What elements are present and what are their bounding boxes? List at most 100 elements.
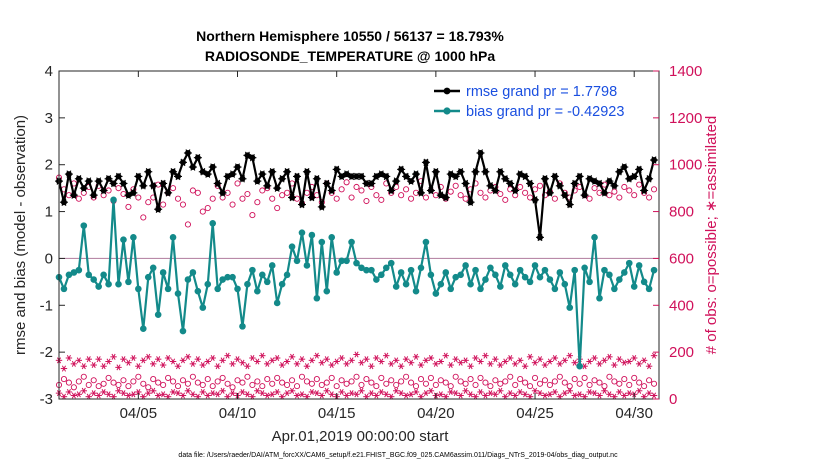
possible-obs-point [348, 194, 355, 201]
assimilated-obs-point [423, 357, 428, 364]
possible-obs-point [636, 379, 643, 386]
bias-point [95, 283, 102, 290]
possible-obs-point [517, 183, 524, 191]
rmse-point-star [130, 189, 136, 197]
x-tick-label: 04/25 [516, 405, 554, 422]
possible-obs-point [477, 189, 484, 196]
assimilated-obs-point [161, 362, 166, 369]
rmse-point-star [210, 163, 216, 171]
assimilated-obs-point [171, 388, 176, 395]
possible-obs-point [591, 377, 598, 384]
rmse-point-star [259, 170, 265, 178]
rmse-point-star [244, 151, 250, 160]
bias-point [130, 234, 137, 241]
assimilated-obs-point [617, 356, 622, 363]
possible-obs-point [616, 194, 623, 201]
assimilated-obs-point [423, 390, 428, 397]
possible-obs-point [517, 376, 524, 383]
assimilated-obs-point [61, 365, 66, 372]
assimilated-obs-point [379, 388, 384, 395]
assimilated-obs-point [131, 391, 136, 398]
rmse-point-star [289, 193, 295, 202]
bias-point [576, 362, 583, 370]
assimilated-obs-point [518, 388, 523, 395]
assimilated-obs-point [448, 388, 453, 395]
bias-point [402, 280, 410, 288]
possible-obs-point [274, 374, 281, 381]
bias-point [368, 266, 375, 274]
rmse-point-star [279, 175, 285, 183]
possible-obs-point [482, 379, 489, 386]
rmse-point-star [96, 177, 102, 185]
possible-obs-point [487, 383, 494, 390]
possible-obs-point [442, 379, 449, 386]
assimilated-obs-point [275, 354, 280, 362]
assimilated-obs-point [537, 390, 543, 397]
assimilated-obs-point [523, 391, 528, 398]
rmse-point-star [106, 175, 112, 183]
possible-obs-point [472, 381, 479, 388]
possible-obs-point [452, 373, 459, 380]
possible-obs-point [408, 195, 415, 202]
assimilated-obs-point [314, 352, 319, 359]
bias-point [164, 285, 172, 293]
x-tick-label: 04/10 [219, 405, 257, 422]
possible-obs-point [541, 192, 549, 199]
assimilated-obs-point [642, 357, 647, 364]
possible-obs-point [601, 383, 608, 390]
bias-point [511, 280, 519, 288]
possible-obs-point [145, 199, 152, 206]
rmse-point-star [230, 170, 236, 178]
possible-obs-point [462, 195, 469, 202]
rmse-point-star [378, 170, 384, 178]
possible-obs-point [239, 195, 246, 202]
rmse-point-star [418, 189, 424, 197]
assimilated-obs-point [453, 390, 458, 397]
assimilated-obs-point [245, 363, 250, 370]
assimilated-obs-point [602, 357, 607, 364]
bias-point [501, 262, 509, 269]
assimilated-obs-point [622, 392, 627, 399]
rmse-point-star [145, 168, 151, 176]
bias-point [239, 323, 246, 330]
assimilated-obs-point [96, 392, 101, 399]
rmse-point-star [597, 179, 602, 188]
possible-obs-point [551, 378, 558, 385]
assimilated-obs-point [339, 388, 344, 395]
assimilated-obs-point [91, 390, 96, 397]
rmse-point-star [294, 172, 300, 181]
bias-point [551, 285, 559, 293]
possible-obs-point [110, 379, 117, 386]
assimilated-obs-point [299, 356, 305, 363]
possible-obs-point [95, 383, 102, 390]
possible-obs-point [189, 373, 196, 380]
assimilated-obs-point [235, 356, 240, 363]
assimilated-obs-point [185, 353, 190, 360]
possible-obs-point [457, 378, 464, 385]
rmse-point-star [606, 177, 612, 185]
y2-tick-label: 600 [669, 250, 694, 267]
assimilated-obs-point [533, 387, 538, 394]
rmse-point-star [522, 172, 528, 181]
possible-obs-point [631, 192, 638, 199]
assimilated-obs-point [409, 359, 414, 366]
possible-obs-point [70, 384, 77, 391]
bias-point [70, 269, 78, 276]
assimilated-obs-point [533, 359, 538, 366]
rmse-point-star [428, 186, 434, 195]
possible-obs-point [492, 377, 499, 384]
rmse-point-star [413, 170, 419, 178]
y2-axis-label: # of obs: o=possible; ∗=assimilated [703, 116, 720, 355]
rmse-point-star [239, 175, 245, 183]
possible-obs-point [244, 190, 251, 198]
assimilated-obs-point [285, 390, 290, 397]
rmse-point-star [61, 198, 67, 206]
bias-point [616, 276, 623, 283]
possible-obs-point [194, 189, 201, 196]
possible-obs-point [353, 373, 360, 380]
possible-obs-point [303, 378, 310, 385]
bias-point [224, 273, 231, 281]
bias-point [387, 259, 395, 267]
assimilated-obs-point [260, 390, 265, 397]
assimilated-obs-point [359, 387, 364, 394]
